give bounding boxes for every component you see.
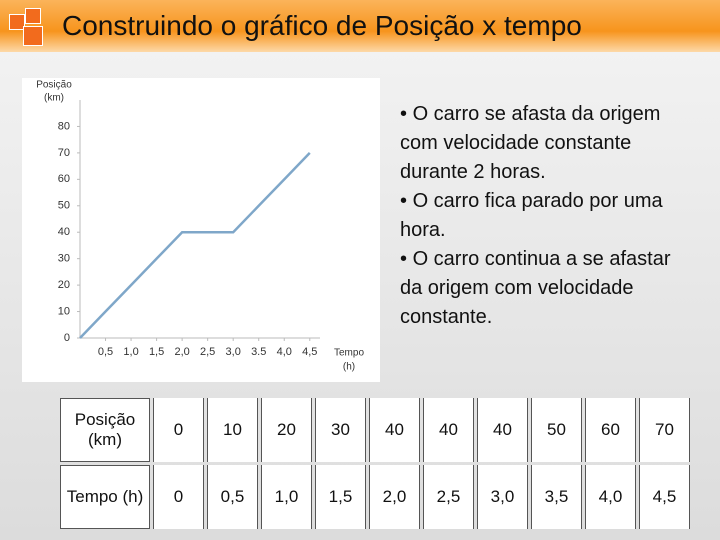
x-tick-label: 0,5	[98, 346, 113, 358]
row-header: Tempo (h)	[60, 465, 150, 529]
table-cell: 40	[423, 398, 474, 462]
table-row: Tempo (h) 0 0,5 1,0 1,5 2,0 2,5 3,0 3,5 4,0 4,5	[60, 465, 690, 529]
table-cell: 0	[153, 398, 204, 462]
y-axis-label: (km)	[44, 93, 64, 104]
table-cell: 0	[153, 465, 204, 529]
table-cell: 70	[639, 398, 690, 462]
table-cell: 10	[207, 398, 258, 462]
data-table: Posição (km) 0 10 20 30 40 40 40 50 60 70 Tempo (h)…	[57, 395, 693, 532]
table-cell: 40	[477, 398, 528, 462]
x-tick-label: 1,5	[149, 346, 164, 358]
table-cell: 30	[315, 398, 366, 462]
table-cell: 1,5	[315, 465, 366, 529]
y-axis-label: Posição	[36, 80, 72, 91]
table-cell: 40	[369, 398, 420, 462]
x-tick-label: 1,0	[123, 346, 138, 358]
bullet: O carro fica parado por uma hora.	[400, 187, 696, 245]
table-cell: 50	[531, 398, 582, 462]
table-cell: 2,0	[369, 465, 420, 529]
table-cell: 3,0	[477, 465, 528, 529]
y-tick-label: 60	[58, 173, 70, 185]
x-tick-label: 4,5	[302, 346, 317, 358]
table-cell: 3,5	[531, 465, 582, 529]
icon	[23, 26, 43, 46]
row-header: Posição (km)	[60, 398, 150, 462]
table-cell: 2,5	[423, 465, 474, 529]
bullet-list: O carro se afasta da origem com velocida…	[400, 100, 696, 332]
chart: 0 10 20 30 40 50 60 70 80 0,5 1,0 1,5 2,0 2,5 3,0 3.5 4,…	[36, 80, 364, 373]
slide-title: Construindo o gráfico de Posição x tempo	[62, 10, 582, 41]
y-tick-label: 20	[58, 279, 70, 291]
y-tick-label: 10	[58, 305, 70, 317]
table-cell: 1,0	[261, 465, 312, 529]
bullet: O carro se afasta da origem com velocida…	[400, 100, 696, 187]
table-cell: 0,5	[207, 465, 258, 529]
bullet: O carro continua a se afastar da origem …	[400, 245, 696, 332]
x-tick-label: 2,5	[200, 346, 215, 358]
x-axis-label: (h)	[343, 362, 355, 373]
y-tick-label: 30	[58, 253, 70, 265]
icon	[25, 8, 41, 24]
x-axis-label: Tempo	[334, 348, 364, 359]
table-cell: 20	[261, 398, 312, 462]
y-tick-label: 0	[64, 332, 70, 344]
y-tick-label: 40	[58, 226, 70, 238]
y-tick-label: 50	[58, 200, 70, 212]
table-cell: 4,0	[585, 465, 636, 529]
table-cell: 4,5	[639, 465, 690, 529]
y-tick-label: 70	[58, 147, 70, 159]
icon	[9, 14, 25, 30]
x-tick-label: 2,0	[174, 346, 189, 358]
x-tick-label: 3.5	[251, 346, 266, 358]
x-tick-label: 3,0	[226, 346, 241, 358]
table-row: Posição (km) 0 10 20 30 40 40 40 50 60 70	[60, 398, 690, 462]
data-line	[79, 152, 311, 339]
y-tick-label: 80	[58, 120, 70, 132]
chart-panel: 0 10 20 30 40 50 60 70 80 0,5 1,0 1,5 2,0 2,5 3,0 3.5 4,…	[22, 78, 380, 382]
x-tick-label: 4,0	[277, 346, 292, 358]
title-bar	[0, 0, 720, 52]
table-cell: 60	[585, 398, 636, 462]
